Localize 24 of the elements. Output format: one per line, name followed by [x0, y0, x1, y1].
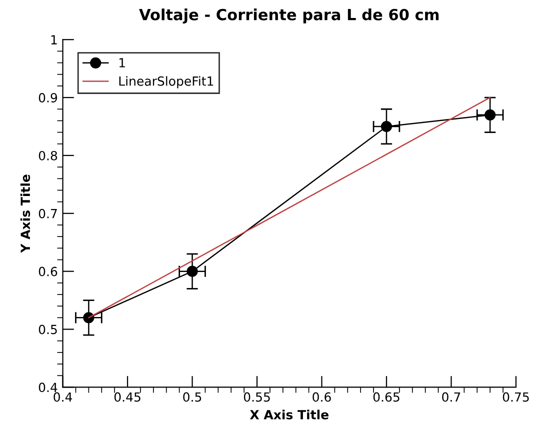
y-axis-title: Y Axis Title [20, 174, 30, 253]
y-tick-label: 1 [51, 35, 57, 44]
x-axis-title: X Axis Title [250, 410, 328, 420]
y-tick-label: 0.8 [38, 150, 58, 160]
x-tick-label: 0.7 [442, 392, 460, 402]
chart-title: Voltaje - Corriente para L de 60 cm [139, 8, 439, 24]
y-tick-label: 0.7 [38, 208, 57, 218]
y-tick-label: 0.4 [38, 382, 58, 392]
point [83, 312, 94, 324]
point [484, 109, 496, 120]
legend-label: 1 [119, 58, 125, 68]
point [186, 266, 198, 277]
y-tick-label: 0.9 [38, 93, 58, 102]
y-tick-label: 0.5 [38, 324, 57, 334]
x-tick-label: 0.75 [502, 392, 529, 402]
x-tick-label: 0.45 [114, 392, 140, 402]
x-tick-label: 0.5 [183, 392, 202, 402]
point [380, 120, 392, 132]
x-tick-label: 0.6 [312, 392, 331, 402]
x-tick-label: 0.4 [54, 392, 72, 402]
y-tick-label: 0.6 [38, 266, 58, 276]
x-tick-label: 0.55 [244, 392, 270, 402]
x-tick-label: 0.65 [373, 392, 400, 402]
legend-label: LinearSlopeFit1 [119, 76, 214, 88]
